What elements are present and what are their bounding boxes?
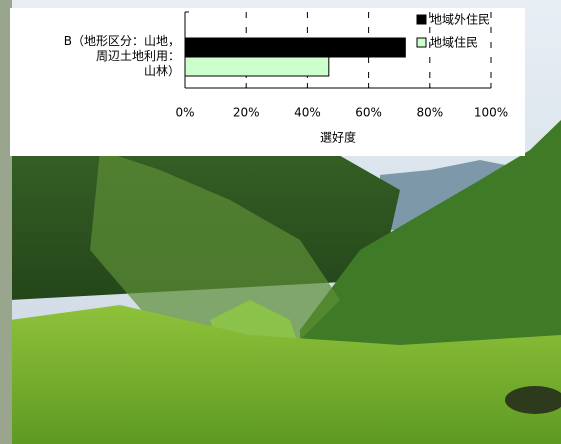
x-tick-label: 40%	[294, 106, 321, 120]
right-mountain	[300, 120, 561, 360]
legend-label: 地域住民	[430, 36, 478, 50]
bar	[184, 37, 406, 58]
slope	[90, 150, 340, 340]
x-tick-label: 0%	[175, 106, 194, 120]
chart-panel	[10, 8, 525, 156]
x-tick-label: 20%	[233, 106, 260, 120]
legend-swatch	[416, 37, 427, 48]
legend-swatch	[416, 14, 427, 25]
x-tick-label: 60%	[355, 106, 382, 120]
x-tick-label: 100%	[474, 106, 508, 120]
shadow	[505, 386, 561, 414]
bar	[184, 56, 330, 77]
tea-field	[10, 305, 561, 444]
category-label: B（地形区分：山地， 周辺土地利用： 山林）	[63, 34, 180, 78]
stone-edge	[0, 0, 12, 444]
legend-label: 地域外住民	[430, 13, 490, 27]
x-axis-title: 選好度	[320, 130, 356, 145]
x-tick-label: 80%	[416, 106, 443, 120]
